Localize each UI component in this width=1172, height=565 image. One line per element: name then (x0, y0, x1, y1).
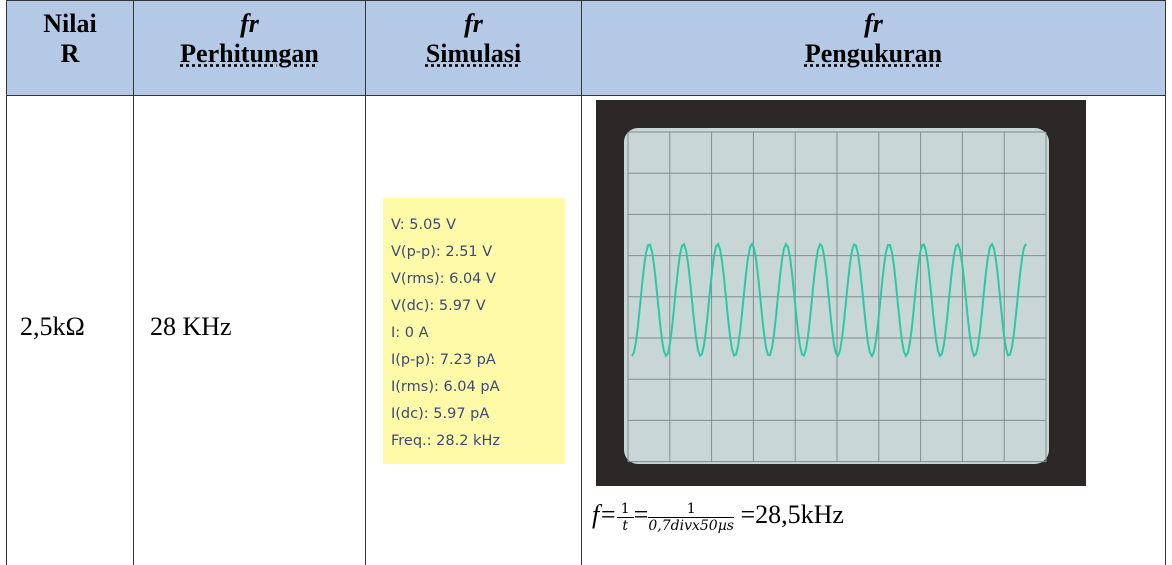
header-text: Perhitungan (180, 39, 319, 68)
header-cell: fr Simulasi (365, 0, 582, 96)
header-cell: fr Pengukuran (581, 0, 1166, 96)
header-text: R (7, 39, 133, 69)
simulation-line: Freq.: 28.2 kHz (391, 428, 565, 455)
formula-text: 1 (648, 501, 734, 518)
formula-text: f= (592, 500, 617, 529)
header-symbol: fr (582, 9, 1165, 39)
page: Nilai R fr Perhitungan fr Simulasi fr Pe… (0, 0, 1172, 549)
simulation-line: V(p-p): 2.51 V (391, 239, 565, 266)
simulation-line: I(rms): 6.04 pA (391, 374, 565, 401)
oscilloscope-photo (596, 100, 1086, 486)
simulation-line: I(dc): 5.97 pA (391, 401, 565, 428)
formula-text: = (634, 500, 649, 529)
formula-text: 1 (617, 501, 634, 518)
header-cell: Nilai R (6, 0, 134, 96)
formula-text: =28,5kHz (740, 500, 843, 529)
formula-text: t (617, 518, 634, 534)
simulation-line: I(p-p): 7.23 pA (391, 347, 565, 374)
simulation-line: V: 5.05 V (391, 212, 565, 239)
header-text: Nilai (7, 9, 133, 39)
simulation-line: V(rms): 6.04 V (391, 266, 565, 293)
header-cell: fr Perhitungan (133, 0, 366, 96)
resistance: 2,5kΩ (20, 312, 85, 342)
header-symbol: fr (366, 9, 581, 39)
header-text: Simulasi (426, 39, 521, 68)
calculated-frequency: 28 KHz (150, 312, 232, 342)
simulation-line: I: 0 A (391, 320, 565, 347)
header-symbol: fr (134, 9, 365, 39)
simulation-line: V(dc): 5.97 V (391, 293, 565, 320)
header-text: Pengukuran (805, 39, 942, 68)
formula-text: 0,7divx50µs (648, 518, 734, 534)
